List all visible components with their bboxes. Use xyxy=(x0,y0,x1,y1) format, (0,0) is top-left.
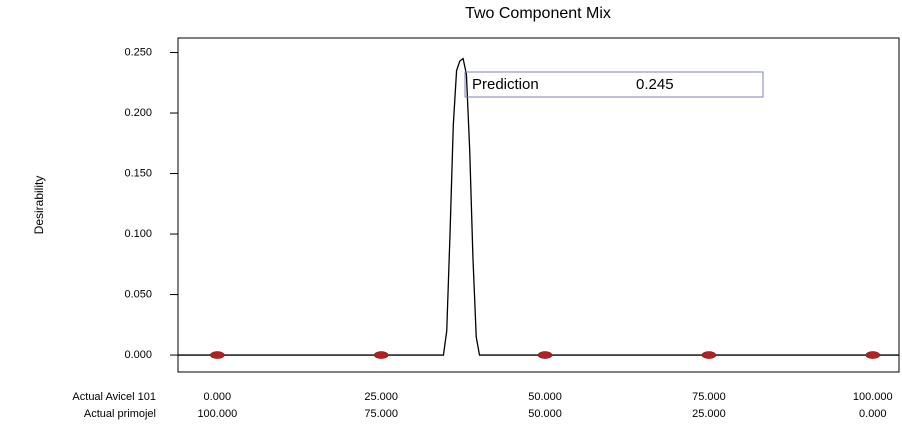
x2-tick-label: 100.000 xyxy=(197,408,237,420)
x-tick-label: 100.000 xyxy=(853,391,893,403)
design-point xyxy=(701,351,717,359)
x2-tick-label: 25.000 xyxy=(692,408,726,420)
x2-axis-label: Actual primojel xyxy=(84,408,156,420)
x-tick-label: 0.000 xyxy=(204,391,232,403)
x-tick-label: 75.000 xyxy=(692,391,726,403)
design-point xyxy=(537,351,553,359)
x-axis-label: Actual Avicel 101 xyxy=(72,391,156,403)
x-tick-label: 25.000 xyxy=(364,391,398,403)
y-tick-label: 0.050 xyxy=(124,288,152,300)
prediction-label: Prediction xyxy=(472,76,539,93)
prediction-box xyxy=(464,71,764,98)
y-tick-label: 0.200 xyxy=(124,107,152,119)
desirability-line xyxy=(178,57,899,356)
x2-tick-label: 50.000 xyxy=(528,408,562,420)
x2-tick-label: 0.000 xyxy=(859,408,887,420)
y-tick-label: 0.100 xyxy=(124,228,152,240)
y-axis-label: Desirability xyxy=(32,176,46,235)
design-point xyxy=(373,351,389,359)
x-tick-label: 50.000 xyxy=(528,391,562,403)
y-tick-label: 0.250 xyxy=(124,46,152,58)
plot-frame xyxy=(177,37,900,373)
y-tick-label: 0.150 xyxy=(124,167,152,179)
design-point xyxy=(210,351,225,359)
chart-title: Two Component Mix xyxy=(465,5,611,22)
x2-tick-label: 75.000 xyxy=(364,408,398,420)
y-tick-label: 0.000 xyxy=(124,349,152,361)
design-point xyxy=(865,351,881,359)
prediction-value: 0.245 xyxy=(636,76,674,93)
